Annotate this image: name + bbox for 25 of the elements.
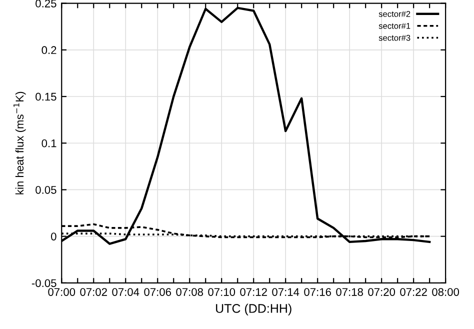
x-axis-title: UTC (DD:HH)	[216, 304, 292, 316]
y-tick-label: 0.05	[36, 186, 56, 194]
x-tick-label: 07:00	[48, 288, 76, 296]
x-tick-label: 07:08	[176, 288, 204, 296]
x-tick-label: 07:14	[272, 288, 300, 296]
x-tick-label: 07:20	[368, 288, 396, 296]
legend-label: sector#3	[378, 34, 410, 41]
x-tick-label: 07:18	[336, 288, 363, 296]
y-tick-label: 0.25	[36, 0, 56, 8]
y-tick-label: 0.1	[42, 139, 56, 148]
x-tick-label: 07:22	[400, 288, 427, 296]
y-tick-label: 0.2	[42, 46, 56, 54]
legend-label: sector#2	[378, 11, 410, 17]
x-tick-label: 07:12	[240, 288, 267, 296]
y-tick-label: 0.15	[36, 92, 56, 101]
x-tick-label: 07:10	[208, 288, 236, 296]
y-tick-label: 0	[51, 232, 56, 240]
legend-label: sector#1	[378, 23, 410, 29]
x-tick-label: 07:04	[112, 288, 140, 296]
x-tick-label: 07:06	[144, 288, 172, 296]
x-tick-label: 07:16	[304, 288, 331, 296]
x-tick-label: 07:02	[80, 288, 107, 296]
x-tick-label: 08:00	[432, 288, 460, 296]
y-tick-label: -0.05	[32, 279, 56, 288]
y-axis-title: kin heat flux (ms$^{−1}$K)	[14, 92, 26, 194]
